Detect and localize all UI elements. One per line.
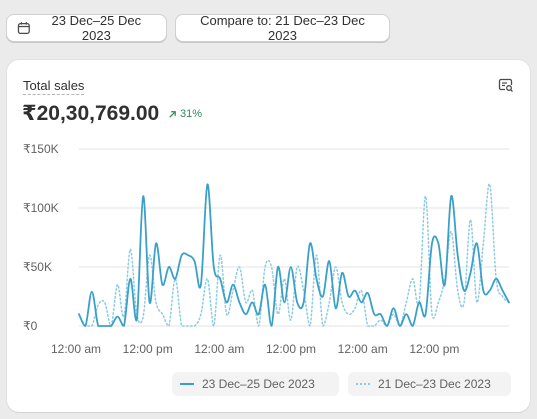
total-sales-card: Total sales ₹20,30,769.00 31% ₹150K ₹100K… [7, 60, 530, 412]
y-tick-label: ₹0 [23, 319, 38, 333]
analyze-icon[interactable] [498, 77, 514, 93]
dotted-line-swatch [356, 383, 370, 385]
x-tick-label: 12:00 pm [409, 342, 459, 356]
compare-to-button[interactable]: Compare to: 21 Dec–23 Dec 2023 [175, 13, 390, 43]
change-badge: 31% [168, 108, 202, 120]
comparison-series-line [78, 183, 510, 327]
x-tick-label: 12:00 am [338, 342, 388, 356]
legend-comparison-label: 21 Dec–23 Dec 2023 [378, 377, 491, 391]
x-tick-label: 12:00 pm [123, 342, 173, 356]
x-tick-label: 12:00 am [194, 342, 244, 356]
sales-line-chart: ₹150K ₹100K ₹50K ₹0 12:00 am 12:00 pm 12:00 am… [23, 142, 510, 356]
x-tick-label: 12:00 pm [266, 342, 316, 356]
change-percent: 31% [180, 108, 203, 120]
arrow-up-right-icon [169, 110, 176, 118]
metric-label[interactable]: Total sales [23, 78, 85, 95]
calendar-icon [17, 22, 30, 35]
legend-current-label: 23 Dec–25 Dec 2023 [202, 377, 315, 391]
solid-line-swatch [180, 383, 194, 385]
metric-value: ₹20,30,769.00 [22, 102, 160, 125]
current-series-line [78, 183, 510, 327]
legend-current-period[interactable]: 23 Dec–25 Dec 2023 [172, 372, 339, 396]
date-range-label: 23 Dec–25 Dec 2023 [51, 13, 142, 43]
date-range-button[interactable]: 23 Dec–25 Dec 2023 [6, 13, 167, 43]
y-tick-label: ₹100K [23, 201, 59, 215]
legend-comparison-period[interactable]: 21 Dec–23 Dec 2023 [348, 372, 511, 396]
x-tick-label: 12:00 am [51, 342, 101, 356]
compare-to-label: Compare to: 21 Dec–23 Dec 2023 [200, 13, 365, 43]
y-tick-label: ₹50K [23, 260, 52, 274]
y-tick-label: ₹150K [23, 142, 59, 156]
